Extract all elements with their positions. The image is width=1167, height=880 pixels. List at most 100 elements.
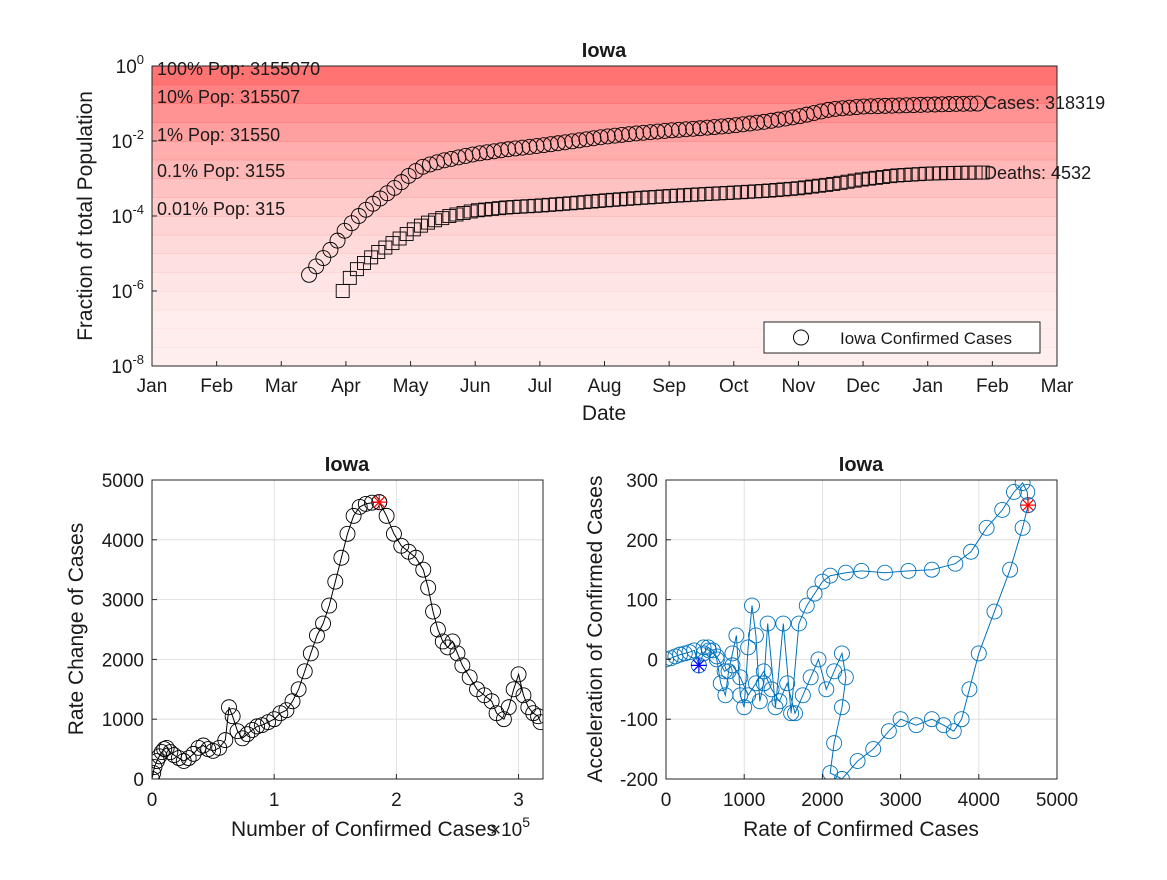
deaths-point (549, 197, 563, 212)
bottom-right-data-point (961, 681, 978, 698)
cases-point (692, 120, 709, 137)
bottom-left-data-point (454, 657, 471, 674)
cases-point (820, 101, 837, 118)
bottom-left-data-point (152, 765, 162, 779)
top-x-tick-label: May (393, 376, 429, 397)
cases-point (685, 120, 702, 137)
bottom-left-data-point (439, 639, 456, 656)
population-band (152, 159, 1057, 179)
bottom-right-grid (665, 479, 1058, 780)
population-bands (152, 66, 1057, 367)
bottom-left-data-point (180, 750, 197, 767)
cases-point (841, 99, 858, 116)
deaths-point (449, 207, 464, 222)
deaths-point (719, 186, 734, 200)
bottom-left-data-point (221, 699, 237, 716)
bottom-right-data-point (978, 519, 995, 536)
bottom-left-data-point (195, 737, 212, 754)
deaths-point (413, 218, 428, 233)
y-tick-exponent: -6 (132, 277, 144, 292)
bottom-right-data-point (945, 723, 962, 740)
cases-point (898, 97, 915, 114)
deaths-point (435, 211, 450, 226)
top-legend: Iowa Confirmed Cases (763, 321, 1041, 354)
population-band (152, 253, 1057, 273)
y-tick-exponent: -4 (132, 202, 144, 217)
deaths-point (797, 180, 812, 195)
bottom-left-highlight-marker-stroke (373, 496, 386, 509)
deaths-point (598, 193, 613, 208)
bottom-right-data-point (708, 648, 725, 665)
cases-point (649, 123, 666, 140)
deaths-point (470, 203, 485, 218)
bottom-left-data-point (239, 726, 256, 743)
top-ticks: Jan Feb Mar Apr May Jun Jul Aug Sep Oct Nov Dec Jan F… (111, 52, 1074, 397)
deaths-point (577, 195, 592, 210)
cases-point (884, 97, 901, 114)
bottom-right-x-tick-label: 1000 (723, 790, 765, 811)
cases-point (606, 127, 623, 144)
y-tick-base: 10 (111, 132, 132, 153)
bottom-left-data-point (495, 711, 512, 728)
deaths-point (883, 169, 898, 184)
bottom-left-data-point (520, 699, 537, 716)
population-band (152, 234, 1057, 254)
deaths-point (492, 201, 507, 216)
bottom-right-data-point (775, 615, 792, 632)
cases-point (578, 131, 595, 148)
bottom-right-data-point (740, 687, 757, 704)
deaths-point (947, 165, 962, 180)
bottom-left-data-point (461, 669, 478, 686)
cases-point (599, 128, 616, 145)
deaths-point (748, 184, 763, 199)
population-band (152, 216, 1057, 236)
cases-point (869, 98, 886, 115)
bottom-left-data-point (234, 730, 251, 747)
deaths-point (975, 165, 990, 180)
y-tick-base: 10 (116, 57, 137, 78)
deaths-point (755, 184, 770, 198)
bottom-right-data-point (747, 675, 764, 692)
cases-point (848, 99, 865, 116)
bottom-right-chart-title: Iowa (839, 454, 884, 476)
bottom-right-data-point (708, 651, 725, 668)
bottom-right-data-point (763, 681, 780, 698)
bottom-right-data-point (732, 669, 749, 686)
bottom-left-x-tick-label: 2 (391, 790, 402, 811)
bottom-right-data-point (880, 723, 897, 740)
cases-point (493, 142, 510, 159)
top-x-tick-label: Jun (460, 376, 491, 397)
bottom-right-start-marker (690, 657, 707, 674)
cases-point (834, 100, 851, 117)
deaths-point (513, 199, 528, 214)
bottom-right-data-point (779, 675, 796, 692)
bottom-left-data-point (333, 549, 350, 566)
top-x-tick-label: Oct (719, 376, 749, 397)
bottom-left-data-point (515, 687, 532, 704)
bottom-left-data-point (339, 525, 356, 542)
top-panel: Jan Feb Mar Apr May Jun Jul Aug Sep Oct Nov Dec Jan F… (74, 40, 1105, 425)
bottom-right-panel: 0 1000 2000 3000 4000 5000-200-1000100200300 … (584, 454, 1078, 841)
deaths-point (442, 209, 457, 223)
top-x-tick-label: Jan (912, 376, 943, 397)
deaths-point (520, 199, 535, 214)
bottom-right-data-point (1014, 480, 1031, 491)
cases-point (564, 133, 581, 150)
cases-point (614, 126, 630, 143)
bottom-left-x-exponent: ×105 (490, 814, 530, 841)
cases-point (962, 95, 979, 112)
bottom-left-data-point (185, 745, 202, 762)
cases-point (514, 139, 531, 156)
deaths-point (769, 183, 784, 197)
cases-point (521, 138, 538, 155)
cases-point (877, 97, 893, 114)
cases-point (656, 122, 673, 139)
bottom-left-data-point (249, 718, 266, 735)
bottom-right-data-point (790, 615, 807, 632)
cases-point (713, 118, 730, 135)
cases-point (628, 125, 645, 142)
deaths-point (776, 182, 791, 197)
y-tick-exponent: -2 (132, 127, 144, 142)
bottom-right-y-tick-label: 100 (626, 591, 658, 612)
deaths-point (861, 171, 876, 186)
